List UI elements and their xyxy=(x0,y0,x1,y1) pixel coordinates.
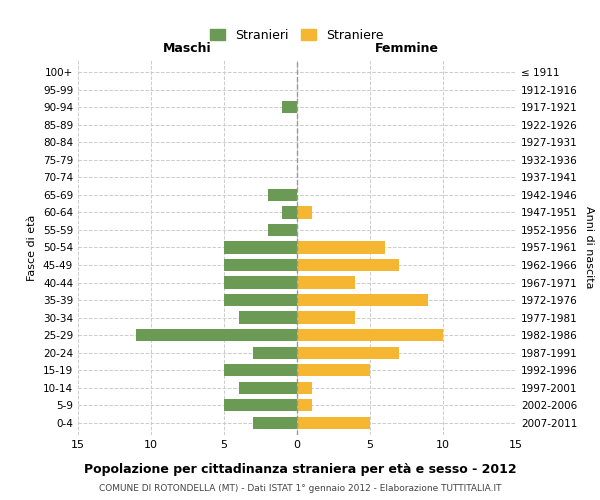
Bar xyxy=(297,206,311,218)
Bar xyxy=(136,329,297,341)
Bar xyxy=(297,259,399,271)
Bar xyxy=(253,416,297,429)
Y-axis label: Anni di nascita: Anni di nascita xyxy=(584,206,594,289)
Bar xyxy=(297,364,370,376)
Text: Femmine: Femmine xyxy=(374,42,439,54)
Bar xyxy=(297,329,443,341)
Bar xyxy=(268,224,297,236)
Bar xyxy=(297,276,355,288)
Bar xyxy=(224,399,297,411)
Y-axis label: Fasce di età: Fasce di età xyxy=(28,214,37,280)
Bar xyxy=(297,399,311,411)
Bar xyxy=(224,364,297,376)
Bar xyxy=(239,382,297,394)
Bar xyxy=(283,101,297,114)
Legend: Stranieri, Straniere: Stranieri, Straniere xyxy=(206,25,388,46)
Bar xyxy=(297,416,370,429)
Bar xyxy=(283,206,297,218)
Bar xyxy=(224,294,297,306)
Bar xyxy=(268,189,297,201)
Text: Popolazione per cittadinanza straniera per età e sesso - 2012: Popolazione per cittadinanza straniera p… xyxy=(83,462,517,475)
Text: Maschi: Maschi xyxy=(163,42,212,54)
Bar xyxy=(239,312,297,324)
Bar xyxy=(224,276,297,288)
Bar xyxy=(297,242,385,254)
Bar xyxy=(297,382,311,394)
Bar xyxy=(224,259,297,271)
Bar xyxy=(297,312,355,324)
Bar xyxy=(297,294,428,306)
Bar xyxy=(224,242,297,254)
Bar xyxy=(253,346,297,359)
Bar xyxy=(297,346,399,359)
Text: COMUNE DI ROTONDELLA (MT) - Dati ISTAT 1° gennaio 2012 - Elaborazione TUTTITALIA: COMUNE DI ROTONDELLA (MT) - Dati ISTAT 1… xyxy=(99,484,501,493)
